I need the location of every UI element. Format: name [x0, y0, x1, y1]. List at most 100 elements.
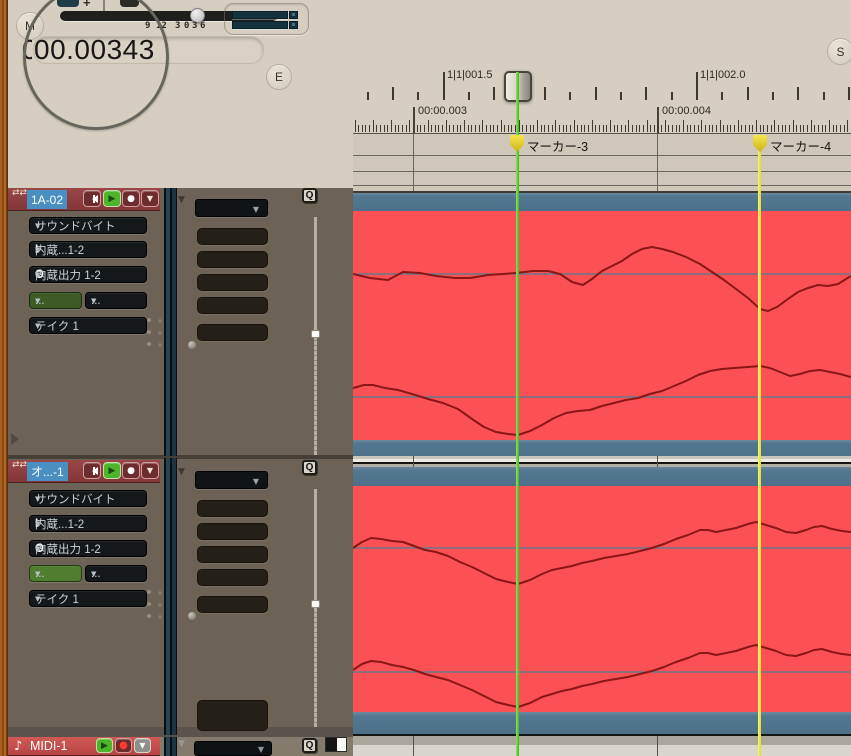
clip-edge-bar	[353, 467, 851, 486]
beat-ruler-label: 1|1|001.5	[447, 69, 493, 81]
ruler-tick	[460, 125, 462, 132]
move-track-icon[interactable]: ⇄⇄	[11, 188, 28, 198]
monitor-button[interactable]	[83, 190, 101, 207]
send-dropdown[interactable]: ... ▼	[85, 565, 147, 582]
mini-menu-button[interactable]: M	[16, 12, 44, 40]
scrub-slider[interactable]	[60, 8, 278, 23]
ruler-tick	[431, 125, 433, 132]
marker-flag[interactable]	[510, 135, 524, 152]
ruler-tick	[721, 92, 724, 100]
ruler-tick	[544, 87, 546, 100]
audio-clip[interactable]	[353, 211, 851, 440]
track-name[interactable]: 1A-02	[27, 190, 68, 209]
ruler-tick	[449, 125, 451, 132]
ruler-tick	[577, 125, 579, 132]
insert-slot[interactable]	[197, 523, 268, 540]
marker-label[interactable]: マーカー-3	[527, 140, 589, 154]
sample-ruler[interactable]	[0, 0, 851, 135]
track-zoom-slider-thumb[interactable]	[311, 330, 320, 338]
insert-slot[interactable]	[197, 297, 268, 314]
track-title-bar[interactable]: ⇄⇄ 1A-02 ▶ ● ▼	[8, 188, 160, 211]
insert-slot[interactable]	[197, 274, 268, 291]
marker-track-band[interactable]	[353, 133, 851, 194]
ruler-tick	[796, 125, 798, 132]
insert-slot[interactable]	[197, 251, 268, 268]
chevron-down-icon: ▼	[35, 270, 41, 279]
insert-slot[interactable]	[197, 546, 268, 563]
expand-button[interactable]: E	[266, 64, 292, 90]
track-name[interactable]: MIDI-1	[30, 739, 68, 753]
ruler-tick	[839, 125, 841, 132]
ruler-tick	[445, 120, 447, 132]
audio-clip[interactable]	[353, 486, 851, 712]
play-enable-button[interactable]: ▶	[103, 190, 121, 207]
record-icon: ●	[119, 740, 128, 751]
settings-button[interactable]: S	[827, 38, 851, 65]
drag-grip[interactable]	[147, 590, 151, 594]
input-dropdown[interactable]: I 内蔵...1-2 ▼	[29, 241, 147, 258]
ruler-tick	[551, 125, 553, 132]
insert-slot[interactable]	[197, 228, 268, 245]
ruler-tick	[417, 92, 420, 100]
marker-label[interactable]: マーカー-4	[770, 140, 832, 154]
play-enable-button[interactable]: ▶	[96, 738, 113, 753]
insert-slot[interactable]	[197, 700, 268, 731]
zoom-button[interactable]: Q	[302, 460, 317, 475]
track-name[interactable]: オ...-1	[27, 462, 68, 481]
ruler-tick	[822, 92, 825, 100]
track-title-bar[interactable]: ⇄⇄ オ...-1 ▶ ● ▼	[8, 460, 160, 483]
pan-knob[interactable]	[188, 341, 196, 349]
track-menu-button[interactable]: ▼	[134, 738, 151, 753]
play-enable-button[interactable]: ▶	[103, 462, 121, 479]
ruler-tick	[485, 125, 487, 132]
record-arm-button[interactable]: ●	[122, 462, 140, 479]
output-dropdown[interactable]: O 内蔵出力 1-2 ▼	[29, 266, 147, 283]
chevron-down-icon: ▼	[35, 296, 41, 305]
slider-scale-label: 0	[184, 21, 190, 31]
monitor-button[interactable]	[83, 462, 101, 479]
insert-slot[interactable]	[197, 500, 268, 517]
ruler-tick	[504, 125, 506, 132]
take-dropdown[interactable]: テイク 1 ▼	[29, 590, 147, 607]
ruler-tick	[526, 125, 528, 132]
ruler-tick	[392, 87, 394, 100]
output-dropdown[interactable]: O 内蔵出力 1-2 ▼	[29, 540, 147, 557]
track-title-bar[interactable]: ♪ MIDI-1 ▶ ● ▼	[8, 737, 160, 756]
track-menu-button[interactable]: ▼	[141, 462, 159, 479]
chevron-down-icon: ▼	[139, 741, 146, 750]
track-menu-button[interactable]: ▼	[141, 190, 159, 207]
ruler-tick	[471, 125, 473, 132]
zoom-button[interactable]: Q	[302, 738, 317, 753]
move-track-icon[interactable]: ⇄⇄	[11, 460, 28, 470]
record-arm-button[interactable]: ●	[122, 190, 140, 207]
insert-slot[interactable]	[197, 324, 268, 341]
clip-type-dropdown[interactable]: サウンドバイト ▼	[29, 490, 147, 507]
disclosure-triangle-icon[interactable]	[11, 433, 19, 445]
insert-dropdown[interactable]: ▼	[195, 471, 268, 489]
insert-dropdown[interactable]: ▼	[194, 741, 272, 756]
clip-type-dropdown[interactable]: サウンドバイト ▼	[29, 217, 147, 234]
insert-slot[interactable]	[197, 569, 268, 586]
time-counter-field[interactable]	[33, 36, 264, 64]
collapse-triangle-icon[interactable]: ▼	[178, 739, 185, 749]
track-zoom-slider[interactable]	[314, 489, 317, 727]
insert-slot[interactable]	[197, 596, 268, 613]
record-arm-button[interactable]: ●	[115, 738, 132, 753]
pan-knob[interactable]	[188, 612, 196, 620]
drag-grip[interactable]	[147, 318, 151, 322]
input-dropdown[interactable]: I 内蔵...1-2 ▼	[29, 515, 147, 532]
scrub-slider-thumb[interactable]	[190, 8, 205, 23]
send-dropdown[interactable]: ... ▼	[85, 292, 147, 309]
take-dropdown[interactable]: テイク 1 ▼	[29, 317, 147, 334]
ruler-tick	[555, 120, 557, 132]
send-dropdown[interactable]: ... ▼	[29, 292, 82, 309]
track-zoom-slider-thumb[interactable]	[311, 600, 320, 608]
collapse-triangle-icon[interactable]: ▼	[178, 467, 185, 477]
zoom-button[interactable]: Q	[302, 188, 317, 203]
collapse-triangle-icon[interactable]: ▼	[178, 195, 185, 205]
insert-dropdown[interactable]: ▼	[195, 199, 268, 217]
send-dropdown[interactable]: ... ▼	[29, 565, 82, 582]
marker-flag[interactable]	[753, 135, 767, 152]
beat-ruler[interactable]	[0, 0, 851, 110]
add-icon[interactable]: +	[83, 0, 91, 10]
